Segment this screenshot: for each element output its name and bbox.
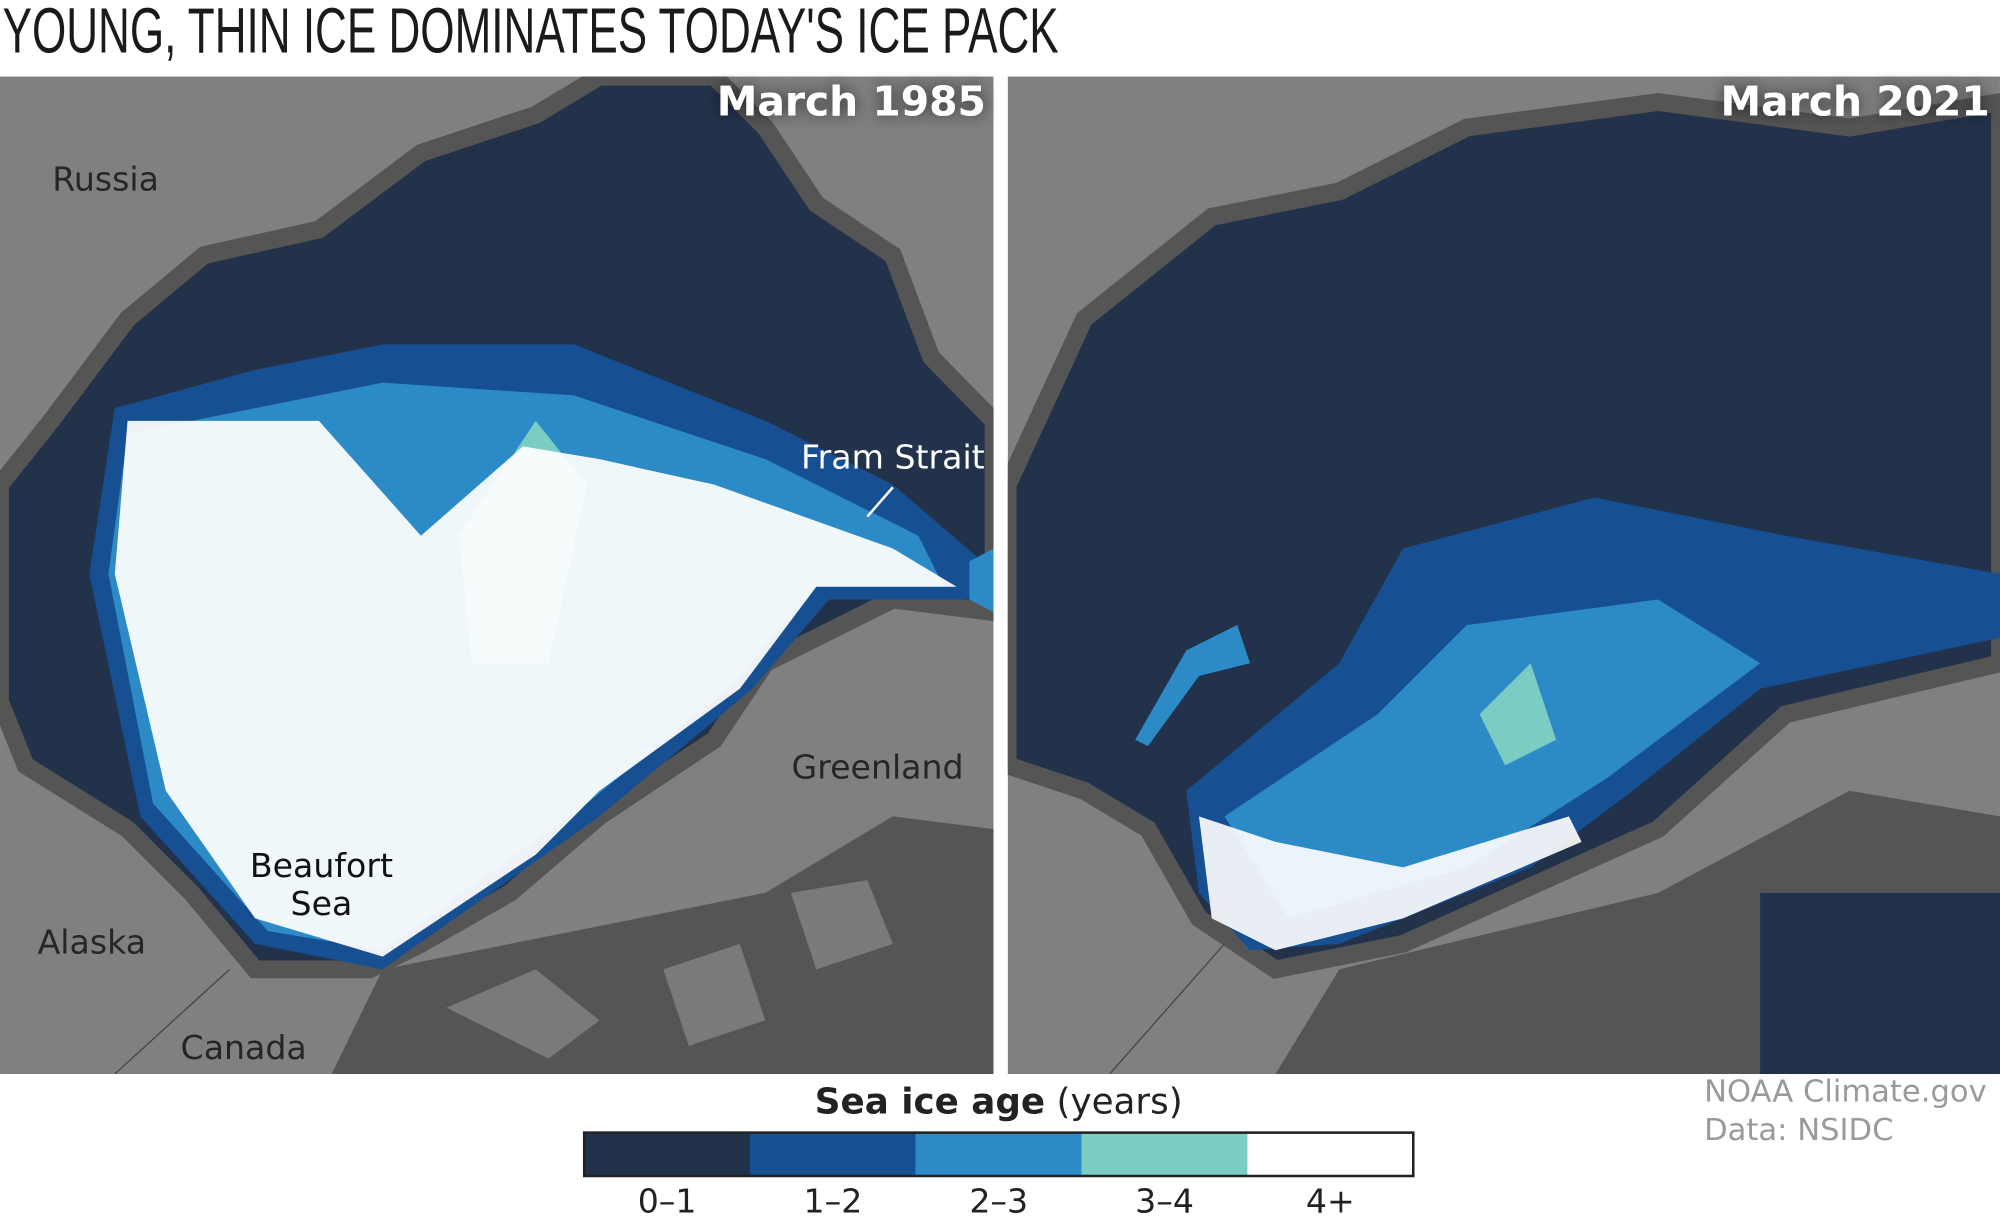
place-label: Canada: [181, 1028, 307, 1067]
legend-label: 3–4: [1135, 1181, 1194, 1220]
panel-label: March 1985: [717, 78, 986, 126]
credit: NOAA Climate.gov: [1704, 1075, 1987, 1110]
legend-unit: (years): [1057, 1081, 1183, 1122]
legend-border: [582, 1131, 1415, 1178]
legend-swatch: [1081, 1132, 1248, 1177]
map-1985: [0, 76, 994, 1074]
legend: 0–1 1–2 2–3 3–4 4+: [582, 1131, 1415, 1220]
place-label: Sea: [291, 884, 353, 923]
legend-swatch: [915, 1132, 1082, 1177]
credit: Data: NSIDC: [1704, 1113, 1893, 1148]
place-label: Fram Strait: [801, 438, 985, 477]
legend-label: 2–3: [969, 1181, 1028, 1220]
legend-label: 0–1: [638, 1181, 697, 1220]
place-label: Alaska: [38, 922, 146, 961]
legend-swatch: [584, 1132, 751, 1177]
place-label: Russia: [52, 160, 159, 199]
title: YOUNG, THIN ICE DOMINATES TODAY'S ICE PA…: [3, 0, 1059, 67]
legend-swatch: [750, 1132, 916, 1177]
legend-swatch: [1247, 1132, 1414, 1177]
panel-label: March 2021: [1721, 78, 1990, 126]
place-label: Beaufort: [250, 846, 393, 885]
place-label: Greenland: [792, 748, 964, 787]
legend-label: 1–2: [804, 1181, 863, 1220]
legend-title-main: Sea ice age: [815, 1081, 1045, 1122]
legend-title: Sea ice age (years): [815, 1081, 1183, 1122]
legend-label: 4+: [1306, 1181, 1355, 1220]
map-2021: [1007, 76, 2000, 1074]
